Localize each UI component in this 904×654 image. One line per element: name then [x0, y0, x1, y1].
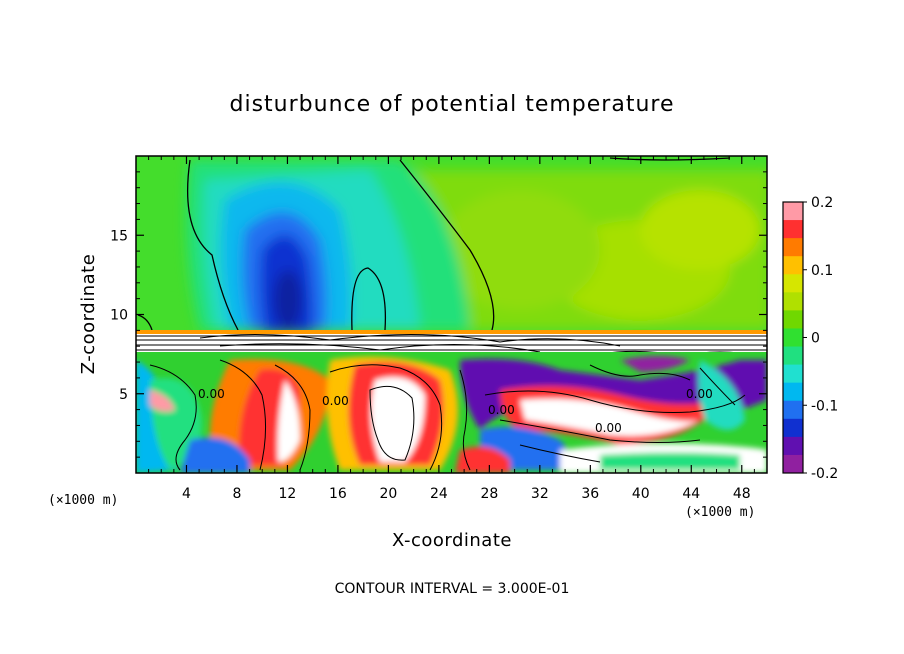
y-axis-label: Z-coordinate — [78, 254, 99, 375]
x-tick-label: 12 — [279, 486, 297, 502]
colorbar-segment — [783, 310, 803, 329]
y-axis: 5 10 15 — [110, 171, 767, 458]
contour-line — [609, 157, 731, 161]
colorbar-segment — [783, 346, 803, 366]
colorbar-segment — [783, 274, 803, 293]
lower-field: 0.00 0.00 0.00 0.00 0.00 — [136, 352, 767, 473]
x-tick-label: 44 — [682, 486, 700, 502]
x-tick-label: 20 — [379, 486, 397, 502]
x-tick-label: 16 — [329, 486, 347, 502]
colorbar-segment — [783, 238, 803, 257]
contour-interval-note: CONTOUR INTERVAL = 3.000E-01 — [335, 581, 570, 597]
colorbar-tick-label: 0.2 — [811, 195, 833, 211]
upper-field — [186, 160, 767, 332]
colorbar-tick-label: -0.1 — [811, 398, 838, 414]
contour-line — [351, 267, 387, 331]
colorbar — [782, 201, 804, 474]
y-tick-label: 10 — [110, 308, 128, 324]
x-tick-label: 32 — [531, 486, 549, 502]
contour-label: 0.00 — [488, 403, 515, 417]
y-tick-label: 5 — [119, 387, 128, 403]
contour-line — [399, 159, 495, 331]
contour-label: 0.00 — [198, 387, 225, 401]
colorbar-segment — [783, 292, 803, 311]
contour-label: 0.00 — [595, 421, 622, 435]
plot-area: 0.00 0.00 0.00 0.00 0.00 — [136, 156, 767, 473]
colorbar-segment — [783, 328, 803, 348]
x-axis: 4 8 12 16 20 24 28 32 36 40 44 48 — [148, 156, 755, 502]
colorbar-segment — [783, 400, 803, 420]
colorbar-tick-label: 0.1 — [811, 263, 833, 279]
colorbar-segment — [783, 364, 803, 384]
x-tick-label: 24 — [430, 486, 448, 502]
chart-title: disturbunce of potential temperature — [230, 92, 675, 117]
contour-label: 0.00 — [686, 387, 713, 401]
colorbar-tick-label: -0.2 — [811, 466, 838, 482]
x-unit-label-right: (×1000 m) — [685, 505, 755, 520]
colorbar-segment — [783, 382, 803, 402]
colorbar-segment — [783, 202, 803, 221]
y-tick-label: 15 — [110, 228, 128, 244]
colorbar-segment — [783, 454, 803, 474]
colorbar-tick-label: 0 — [811, 331, 820, 347]
x-axis-label: X-coordinate — [392, 530, 512, 551]
colorbar-ticks: 0.2 0.1 0 -0.1 -0.2 — [803, 195, 838, 482]
contour-label: 0.00 — [322, 394, 349, 408]
x-unit-label-left: (×1000 m) — [48, 493, 118, 508]
x-tick-label: 36 — [581, 486, 599, 502]
colorbar-segment — [783, 220, 803, 239]
x-tick-label: 8 — [232, 486, 241, 502]
upper-contours — [137, 157, 731, 331]
contour-line — [137, 314, 153, 331]
colorbar-segment — [783, 436, 803, 456]
colorbar-segment — [783, 256, 803, 275]
colorbar-segment — [783, 418, 803, 438]
x-tick-label: 4 — [182, 486, 191, 502]
contour-line — [187, 159, 239, 331]
x-tick-label: 40 — [632, 486, 650, 502]
x-tick-label: 28 — [480, 486, 498, 502]
x-tick-label: 48 — [733, 486, 751, 502]
